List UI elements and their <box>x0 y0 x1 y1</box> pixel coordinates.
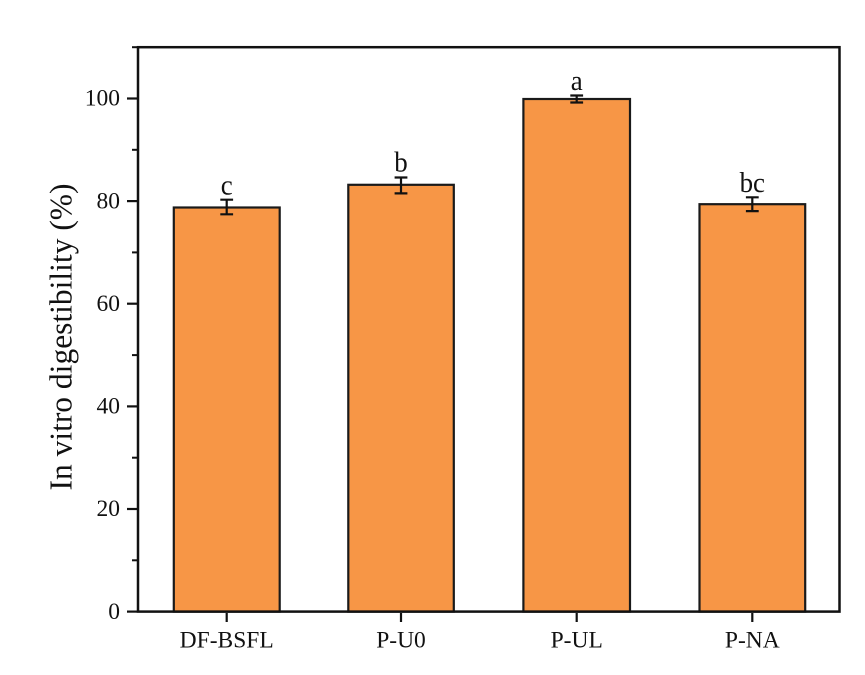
svg-text:bc: bc <box>740 167 765 199</box>
svg-text:0: 0 <box>108 599 120 625</box>
svg-text:P-U0: P-U0 <box>376 627 426 653</box>
svg-text:c: c <box>221 169 233 201</box>
svg-text:60: 60 <box>97 291 121 317</box>
svg-text:In vitro digestibility (%): In vitro digestibility (%) <box>43 183 78 490</box>
svg-text:80: 80 <box>97 188 121 214</box>
svg-text:20: 20 <box>97 496 121 522</box>
svg-text:b: b <box>394 146 407 178</box>
svg-text:P-NA: P-NA <box>725 627 780 653</box>
svg-text:100: 100 <box>85 86 120 112</box>
svg-text:DF-BSFL: DF-BSFL <box>180 627 274 653</box>
svg-text:40: 40 <box>97 394 121 420</box>
svg-text:a: a <box>571 65 584 97</box>
svg-text:P-UL: P-UL <box>551 627 603 653</box>
